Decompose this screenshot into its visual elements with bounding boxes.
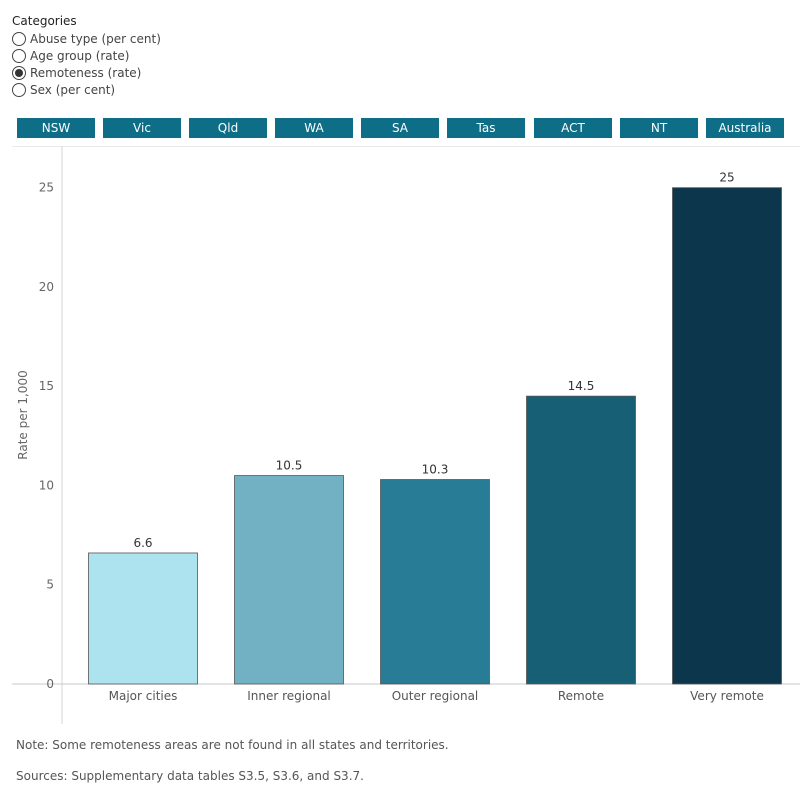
y-tick-label: 25 xyxy=(39,181,54,195)
bar[interactable] xyxy=(88,552,198,685)
state-button-nsw[interactable]: NSW xyxy=(17,118,95,138)
state-button-australia[interactable]: Australia xyxy=(706,118,784,138)
y-axis-label: Rate per 1,000 xyxy=(16,370,30,459)
bar[interactable] xyxy=(380,479,490,685)
data-label: 10.5 xyxy=(276,459,303,473)
categories-title: Categories xyxy=(12,14,77,28)
data-label: 10.3 xyxy=(422,463,449,477)
state-button-vic[interactable]: Vic xyxy=(103,118,181,138)
category-option-age-group[interactable]: Age group (rate) xyxy=(12,47,161,64)
category-option-abuse-type[interactable]: Abuse type (per cent) xyxy=(12,30,161,47)
y-tick-label: 5 xyxy=(46,578,54,592)
data-label: 6.6 xyxy=(133,536,152,550)
x-tick-label: Very remote xyxy=(690,689,764,703)
x-tick-label: Remote xyxy=(558,689,604,703)
bar-chart: Rate per 1,000 0 5 10 15 20 25 6.6 10.5 10.3 14.… xyxy=(0,145,800,726)
y-tick-label: 10 xyxy=(39,478,54,492)
data-label: 14.5 xyxy=(568,379,595,393)
category-option-remoteness[interactable]: Remoteness (rate) xyxy=(12,64,161,81)
category-option-label: Age group (rate) xyxy=(30,48,130,63)
state-button-qld[interactable]: Qld xyxy=(189,118,267,138)
radio-button-icon[interactable] xyxy=(12,82,26,97)
bars: 6.6 10.5 10.3 14.5 25 xyxy=(88,171,782,685)
data-label: 25 xyxy=(719,171,734,185)
state-button-wa[interactable]: WA xyxy=(275,118,353,138)
y-tick-label: 15 xyxy=(39,379,54,393)
state-button-nt[interactable]: NT xyxy=(620,118,698,138)
y-tick-label: 20 xyxy=(39,280,54,294)
x-tick-label: Outer regional xyxy=(392,689,479,703)
radio-button-selected-icon[interactable] xyxy=(12,65,26,80)
y-axis-ticks: 0 5 10 15 20 25 xyxy=(39,181,54,691)
x-tick-label: Inner regional xyxy=(247,689,331,703)
category-option-label: Remoteness (rate) xyxy=(30,65,142,80)
chart-svg: Rate per 1,000 0 5 10 15 20 25 6.6 10.5 10.3 14.… xyxy=(12,145,800,724)
state-button-tas[interactable]: Tas xyxy=(447,118,525,138)
y-tick-label: 0 xyxy=(46,677,54,691)
state-selector: NSW Vic Qld WA SA Tas ACT NT Australia xyxy=(0,118,800,138)
chart-sources: Sources: Supplementary data tables S3.5,… xyxy=(16,769,364,783)
x-axis-labels: Major cities Inner regional Outer regional… xyxy=(109,689,764,703)
bar[interactable] xyxy=(526,395,636,685)
chart-note: Note: Some remoteness areas are not foun… xyxy=(16,738,449,752)
category-option-label: Abuse type (per cent) xyxy=(30,31,161,46)
radio-button-icon[interactable] xyxy=(12,31,26,46)
bar[interactable] xyxy=(672,187,782,685)
category-option-sex[interactable]: Sex (per cent) xyxy=(12,81,161,98)
bar[interactable] xyxy=(234,475,344,685)
category-option-label: Sex (per cent) xyxy=(30,82,116,97)
state-button-act[interactable]: ACT xyxy=(534,118,612,138)
radio-button-icon[interactable] xyxy=(12,48,26,63)
x-tick-label: Major cities xyxy=(109,689,178,703)
state-button-sa[interactable]: SA xyxy=(361,118,439,138)
categories-filter: Categories Abuse type (per cent) Age gro… xyxy=(12,14,161,98)
